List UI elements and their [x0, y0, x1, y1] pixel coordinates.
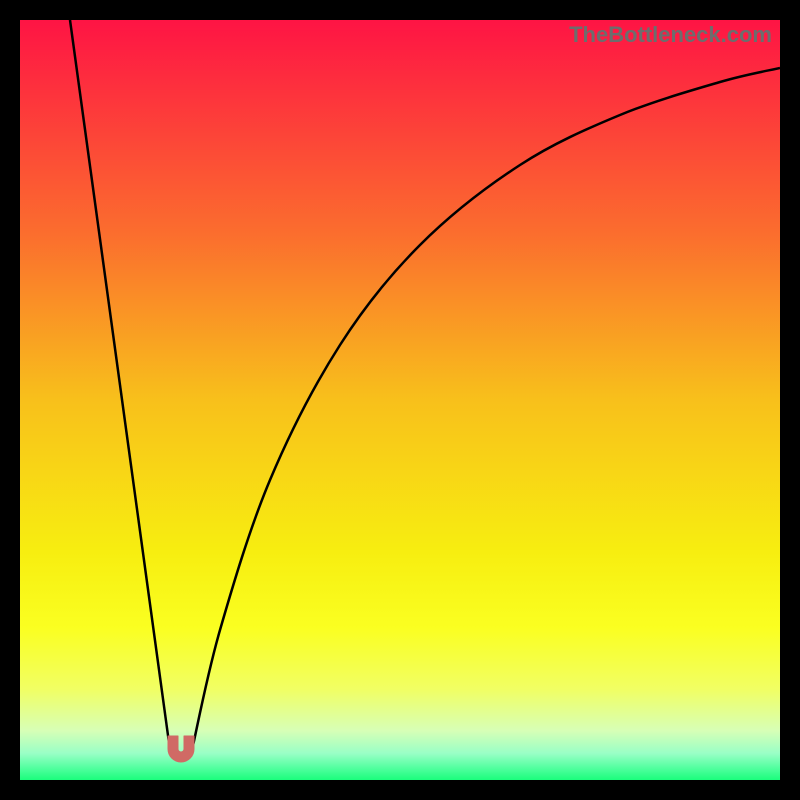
- chart-frame: TheBottleneck.com: [0, 0, 800, 800]
- plot-area: TheBottleneck.com: [20, 20, 780, 780]
- background-gradient: [20, 20, 780, 780]
- watermark-text: TheBottleneck.com: [569, 22, 772, 48]
- chart-svg: [20, 20, 780, 780]
